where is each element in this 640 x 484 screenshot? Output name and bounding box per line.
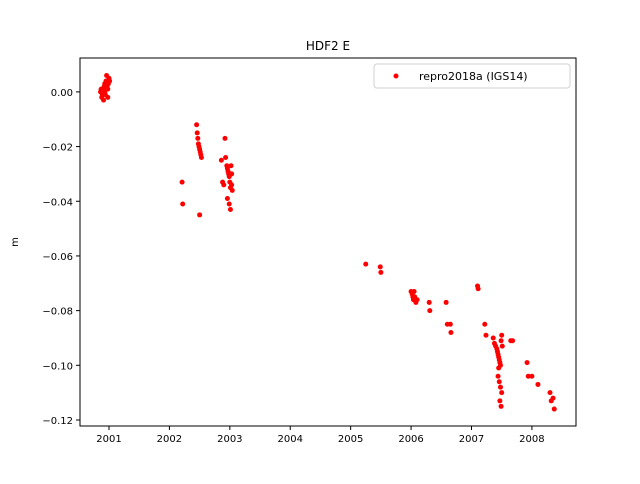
data-point bbox=[499, 390, 505, 396]
data-point bbox=[497, 384, 503, 390]
data-point bbox=[499, 343, 505, 349]
data-point bbox=[427, 308, 433, 314]
data-point bbox=[378, 269, 384, 275]
data-point bbox=[101, 97, 107, 103]
data-point bbox=[510, 338, 516, 344]
data-point bbox=[498, 338, 504, 344]
x-tick-label: 2001 bbox=[96, 434, 121, 445]
data-point bbox=[377, 264, 383, 270]
data-point bbox=[229, 171, 235, 177]
data-point bbox=[197, 212, 203, 218]
data-point bbox=[483, 332, 489, 338]
x-tick-label: 2007 bbox=[459, 434, 484, 445]
data-point bbox=[227, 206, 233, 212]
x-tick-label: 2002 bbox=[157, 434, 182, 445]
x-tick-label: 2005 bbox=[338, 434, 363, 445]
data-point bbox=[226, 201, 232, 207]
legend-box bbox=[373, 63, 571, 89]
data-point bbox=[496, 365, 502, 371]
data-point bbox=[498, 403, 504, 409]
data-point bbox=[550, 395, 556, 401]
legend-label: repro2018a (IGS14) bbox=[419, 70, 528, 83]
data-point bbox=[496, 379, 502, 385]
data-point bbox=[495, 373, 501, 379]
data-point bbox=[490, 335, 496, 341]
y-tick-label: −0.02 bbox=[42, 143, 73, 154]
x-tick-label: 2006 bbox=[398, 434, 423, 445]
y-tick-label: −0.06 bbox=[42, 252, 73, 263]
y-tick-label: −0.04 bbox=[42, 197, 73, 208]
data-point bbox=[228, 163, 234, 169]
data-point bbox=[524, 360, 530, 366]
legend-marker bbox=[393, 73, 399, 79]
data-point bbox=[194, 130, 200, 136]
data-point bbox=[363, 261, 369, 267]
x-tick-label: 2003 bbox=[217, 434, 242, 445]
data-point bbox=[103, 81, 109, 87]
data-point bbox=[499, 332, 505, 338]
plot-frame bbox=[79, 57, 577, 427]
data-point bbox=[535, 381, 541, 387]
data-point bbox=[411, 288, 417, 294]
data-point bbox=[223, 155, 229, 161]
y-axis-label: m bbox=[10, 237, 21, 247]
data-point bbox=[229, 187, 235, 193]
data-point bbox=[475, 286, 481, 292]
y-tick-label: 0.00 bbox=[51, 88, 73, 99]
data-point bbox=[194, 122, 200, 128]
data-point bbox=[179, 179, 185, 185]
data-point bbox=[195, 135, 201, 141]
data-point bbox=[426, 299, 432, 305]
data-point bbox=[224, 196, 230, 202]
data-point bbox=[547, 390, 553, 396]
data-point bbox=[222, 135, 228, 141]
x-tick-label: 2008 bbox=[519, 434, 544, 445]
data-point bbox=[98, 86, 104, 92]
data-point bbox=[525, 373, 531, 379]
data-point bbox=[105, 94, 111, 100]
data-point bbox=[551, 406, 557, 412]
data-point bbox=[497, 398, 503, 404]
data-point bbox=[529, 373, 535, 379]
data-point bbox=[221, 182, 227, 188]
data-point bbox=[482, 321, 488, 327]
data-point bbox=[443, 299, 449, 305]
y-tick-label: −0.10 bbox=[42, 361, 73, 372]
y-tick-label: −0.12 bbox=[42, 416, 73, 427]
chart-title: HDF2 E bbox=[306, 39, 350, 53]
data-point bbox=[180, 201, 186, 207]
data-point bbox=[107, 78, 113, 84]
x-tick-label: 2004 bbox=[278, 434, 303, 445]
y-tick-label: −0.08 bbox=[42, 307, 73, 318]
data-point bbox=[229, 182, 235, 188]
data-point bbox=[198, 155, 204, 161]
data-point bbox=[102, 89, 108, 95]
data-point bbox=[447, 321, 453, 327]
data-point bbox=[448, 329, 454, 335]
data-point bbox=[414, 297, 420, 303]
data-point bbox=[218, 157, 224, 163]
